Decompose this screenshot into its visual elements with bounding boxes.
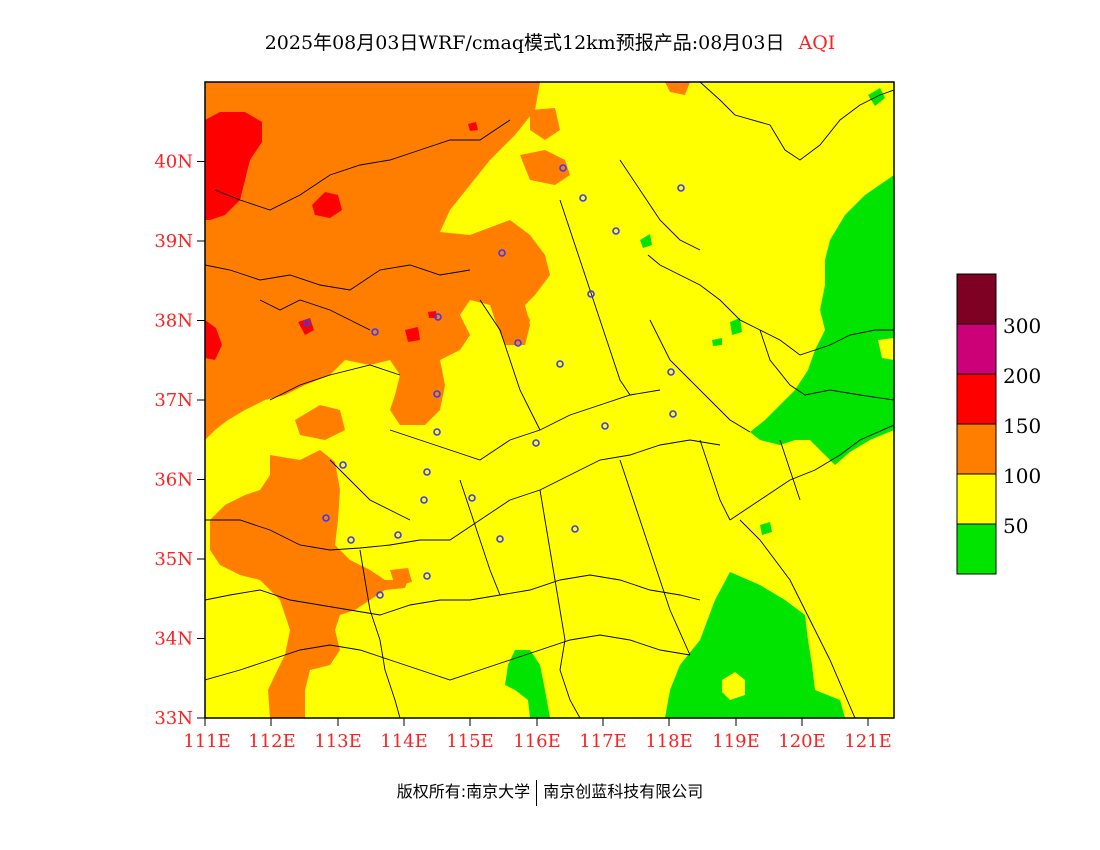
legend-swatch-0-50 (956, 523, 997, 575)
aqi-band-100-150-top (665, 82, 690, 95)
lon-label: 116E (513, 731, 561, 752)
aqi-band-100-150-spot2 (520, 150, 570, 185)
city-marker (423, 468, 431, 476)
legend-swatch-100-150 (956, 423, 997, 475)
aqi-band-100-150-west (205, 82, 550, 440)
city-marker (347, 536, 355, 544)
lon-label: 111E (183, 731, 231, 752)
footer-separator (536, 779, 538, 806)
lat-label: 36N (154, 470, 193, 491)
copyright-right: 南京创蓝科技有限公司 (543, 782, 704, 801)
city-marker (571, 525, 579, 533)
city-marker (423, 572, 431, 580)
legend-swatch-300-plus (956, 273, 997, 325)
aqi-band-0-50-spot2 (730, 318, 742, 335)
city-marker (601, 422, 609, 430)
lat-label: 33N (154, 708, 193, 729)
aqi-band-150-200-a (205, 112, 262, 220)
city-marker (498, 249, 506, 257)
title-product: 2025年08月03日WRF/cmaq模式12km预报产品:08月03日 (264, 32, 785, 54)
city-marker (532, 439, 540, 447)
city-marker (322, 514, 330, 522)
aqi-band-0-50-spot3 (760, 522, 772, 535)
lon-label: 112E (248, 731, 296, 752)
city-marker (587, 290, 595, 298)
legend-label: 200 (1003, 364, 1041, 388)
aqi-band-0-50-south (505, 650, 550, 718)
lon-label: 114E (380, 731, 428, 752)
city-marker (420, 496, 428, 504)
city-marker (468, 494, 476, 502)
city-marker (677, 184, 685, 192)
lon-label: 117E (579, 731, 627, 752)
city-marker (303, 319, 311, 327)
city-marker (669, 410, 677, 418)
legend-label: 100 (1003, 464, 1041, 488)
boundary-lines (205, 82, 894, 718)
lon-label: 119E (712, 731, 760, 752)
aqi-band-0-50-spot4 (712, 338, 722, 346)
lon-label: 113E (314, 731, 362, 752)
aqi-field (205, 82, 894, 718)
lat-label: 39N (154, 231, 193, 252)
aqi-band-0-50-east (750, 175, 894, 465)
legend-label: 300 (1003, 314, 1041, 338)
lon-labels: 111E 112E 113E 114E 115E 116E 117E 118E … (183, 731, 892, 752)
lat-label: 34N (154, 629, 193, 650)
copyright-left: 版权所有:南京大学 (396, 782, 531, 801)
legend-swatch-150-200 (956, 373, 997, 425)
lon-ticks (204, 718, 869, 726)
aqi-band-50-100-hole2 (878, 338, 894, 360)
city-marker (514, 339, 522, 347)
city-marker (434, 313, 442, 321)
title-variable: AQI (798, 32, 836, 54)
lon-label: 115E (446, 731, 494, 752)
aqi-band-0-50-southeast (665, 572, 845, 718)
lat-label: 40N (154, 152, 193, 173)
city-marker (496, 535, 504, 543)
legend-swatch-50-100 (956, 473, 997, 525)
city-marker (433, 428, 441, 436)
aqi-band-100-150-spot4 (498, 300, 530, 345)
lat-label: 37N (154, 390, 193, 411)
lat-labels: 33N 34N 35N 36N 37N 38N 39N 40N (154, 152, 193, 730)
lon-label: 118E (645, 731, 693, 752)
legend-swatch-200-300 (956, 323, 997, 375)
map-title: 2025年08月03日WRF/cmaq模式12km预报产品:08月03日 AQI (0, 28, 1100, 55)
aqi-band-50-100-hole1 (722, 672, 745, 700)
copyright-footer: 版权所有:南京大学 南京创蓝科技有限公司 (0, 778, 1100, 806)
city-marker (579, 194, 587, 202)
lat-label: 35N (154, 549, 193, 570)
aqi-band-100-150-south (210, 450, 410, 718)
city-markers (303, 164, 685, 599)
lon-label: 121E (844, 731, 892, 752)
aqi-band-100-150-spot1 (295, 405, 345, 440)
lat-label: 38N (154, 311, 193, 332)
aqi-band-0-50-spot1 (640, 234, 652, 248)
lat-ticks (197, 161, 205, 719)
aqi-band-150-200-b (312, 192, 342, 218)
aqi-legend: 300 200 150 100 50 (956, 273, 1041, 575)
city-marker (394, 531, 402, 539)
aqi-band-150-200-e (405, 327, 420, 342)
city-marker (433, 390, 441, 398)
legend-label: 150 (1003, 414, 1041, 438)
aqi-band-150-200-f (468, 122, 478, 131)
aqi-band-150-200-c (205, 320, 222, 360)
city-marker (556, 360, 564, 368)
city-marker (612, 227, 620, 235)
city-marker (559, 164, 567, 172)
aqi-band-100-150-spot5 (390, 568, 412, 586)
city-marker (667, 368, 675, 376)
aqi-band-100-150-spot3 (530, 108, 560, 140)
city-marker (371, 328, 379, 336)
city-marker (339, 461, 347, 469)
lon-label: 120E (778, 731, 826, 752)
legend-label: 50 (1003, 514, 1028, 538)
city-marker (376, 591, 384, 599)
